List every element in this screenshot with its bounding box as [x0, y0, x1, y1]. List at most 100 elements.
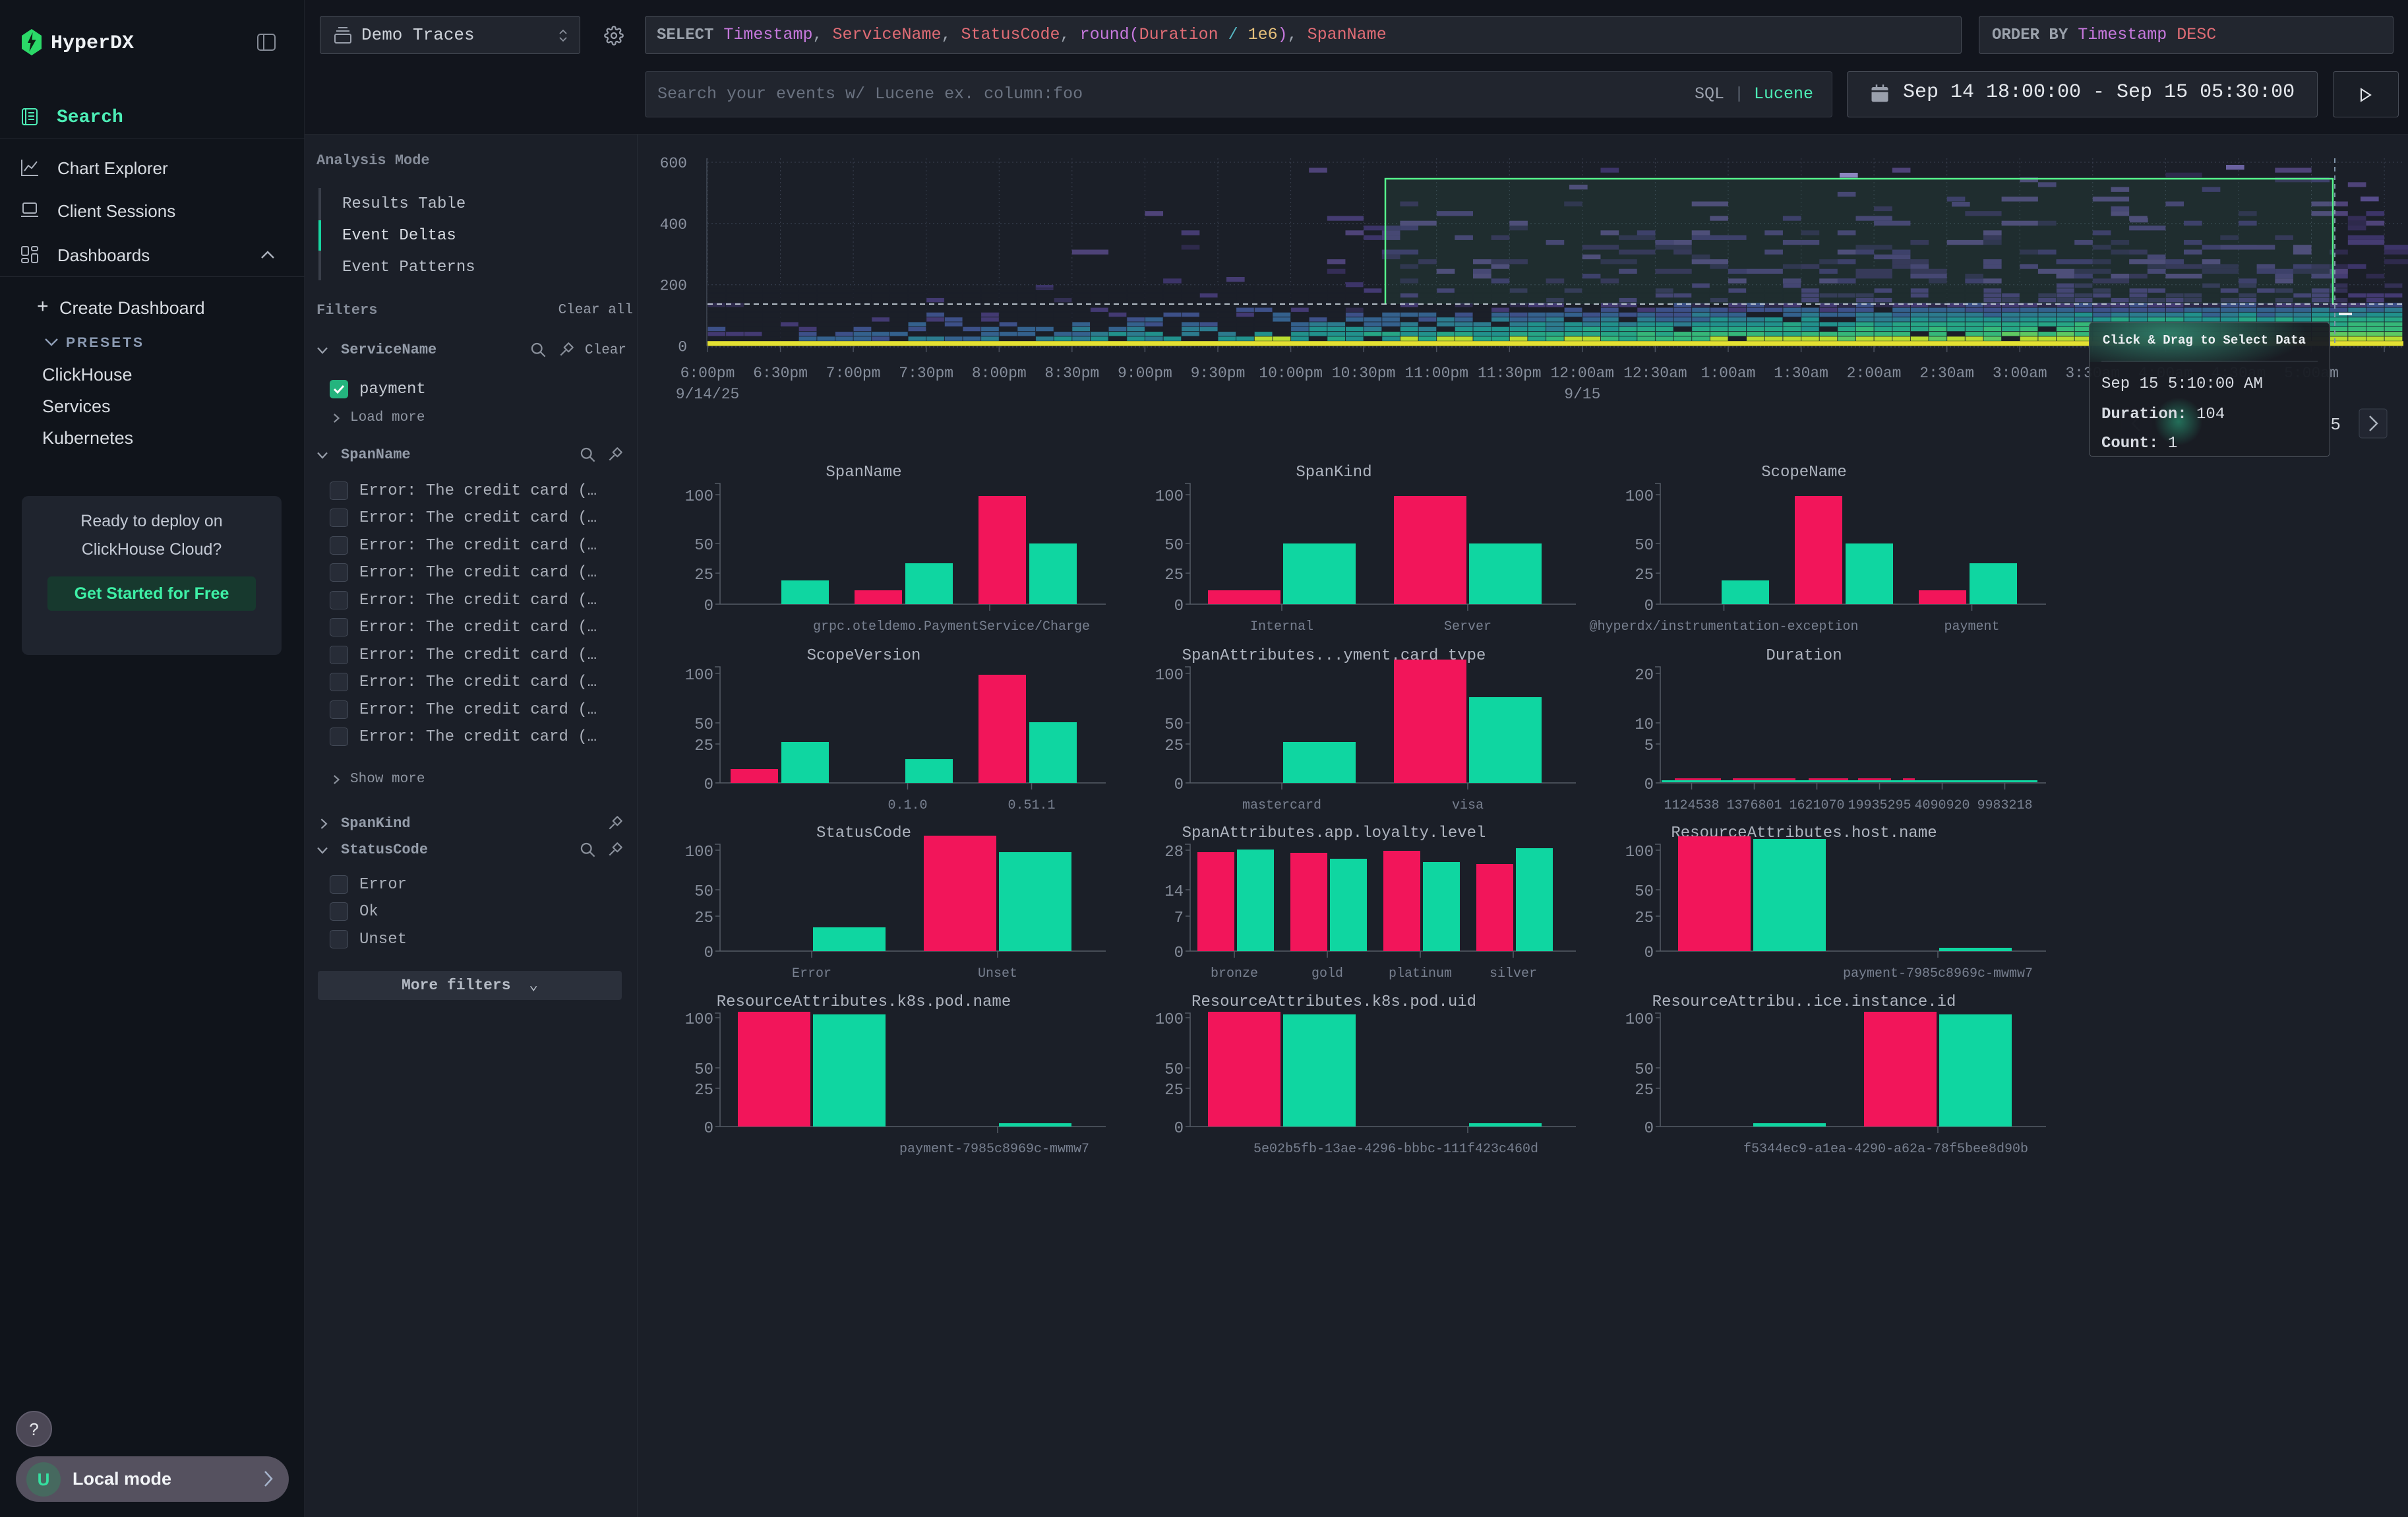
svg-text:9:00pm: 9:00pm: [1118, 365, 1172, 382]
svg-text:9983218: 9983218: [1977, 798, 2032, 813]
svg-text:25: 25: [694, 1082, 713, 1099]
svg-text:payment: payment: [1944, 619, 1999, 635]
svg-text:Unset: Unset: [978, 966, 1017, 981]
svg-text:25: 25: [1164, 737, 1184, 755]
svg-text:1124538: 1124538: [1664, 798, 1719, 813]
svg-text:0: 0: [704, 944, 713, 962]
svg-text:20: 20: [1635, 667, 1654, 685]
svg-text:50: 50: [1635, 883, 1654, 901]
svg-text:6:00pm: 6:00pm: [680, 365, 735, 382]
svg-text:100: 100: [1155, 1011, 1184, 1029]
svg-text:@hyperdx/instrumentation-excep: @hyperdx/instrumentation-exception: [1589, 619, 1858, 635]
svg-text:0: 0: [1174, 598, 1184, 615]
svg-text:25: 25: [1164, 1082, 1184, 1099]
svg-text:payment-7985c8969c-mwmw7: payment-7985c8969c-mwmw7: [1843, 966, 2033, 981]
svg-text:0: 0: [678, 339, 687, 356]
svg-text:2:00am: 2:00am: [1847, 365, 1902, 382]
svg-text:SpanAttributes.app.loyalty.lev: SpanAttributes.app.loyalty.level: [1182, 824, 1486, 842]
svg-text:SpanName: SpanName: [826, 464, 901, 481]
svg-text:28: 28: [1164, 844, 1184, 861]
svg-text:11:30pm: 11:30pm: [1478, 365, 1542, 382]
svg-text:25: 25: [1164, 567, 1184, 584]
svg-text:50: 50: [694, 716, 713, 734]
svg-text:25: 25: [1635, 910, 1654, 927]
svg-text:12:00am: 12:00am: [1550, 365, 1614, 382]
svg-text:25: 25: [1635, 1082, 1654, 1099]
svg-text:7: 7: [1174, 910, 1184, 927]
svg-text:25: 25: [694, 567, 713, 584]
svg-text:payment-7985c8969c-mwmw7: payment-7985c8969c-mwmw7: [899, 1142, 1089, 1157]
svg-text:10:30pm: 10:30pm: [1332, 365, 1396, 382]
svg-text:ResourceAttributes.k8s.pod.nam: ResourceAttributes.k8s.pod.name: [717, 993, 1011, 1011]
svg-text:600: 600: [660, 155, 687, 172]
svg-text:5: 5: [1644, 737, 1654, 755]
svg-text:0: 0: [1644, 598, 1654, 615]
svg-text:200: 200: [660, 278, 687, 295]
svg-text:10: 10: [1635, 716, 1654, 734]
svg-text:11:00pm: 11:00pm: [1404, 365, 1468, 382]
svg-text:StatusCode: StatusCode: [816, 824, 911, 842]
svg-text:5: 5: [2330, 415, 2341, 435]
svg-text:visa: visa: [1452, 798, 1484, 813]
svg-text:100: 100: [685, 667, 713, 685]
svg-text:Error: Error: [792, 966, 831, 981]
svg-text:50: 50: [694, 883, 713, 901]
svg-text:Duration: Duration: [1766, 647, 1842, 665]
svg-text:3:00am: 3:00am: [1993, 365, 2047, 382]
svg-text:100: 100: [685, 488, 713, 506]
svg-text:50: 50: [694, 1061, 713, 1079]
svg-text:400: 400: [660, 216, 687, 233]
svg-text:Internal: Internal: [1250, 619, 1313, 635]
svg-text:100: 100: [1625, 488, 1654, 506]
svg-text:0: 0: [704, 1120, 713, 1138]
svg-text:0: 0: [704, 776, 713, 794]
svg-text:7:00pm: 7:00pm: [826, 365, 881, 382]
svg-text:silver: silver: [1490, 966, 1537, 981]
svg-text:8:30pm: 8:30pm: [1044, 365, 1099, 382]
svg-text:6:30pm: 6:30pm: [753, 365, 808, 382]
svg-text:100: 100: [1155, 488, 1184, 506]
svg-text:ResourceAttributes.k8s.pod.uid: ResourceAttributes.k8s.pod.uid: [1191, 993, 1476, 1011]
svg-text:ScopeName: ScopeName: [1761, 464, 1847, 481]
svg-text:7:30pm: 7:30pm: [899, 365, 953, 382]
svg-text:5e02b5fb-13ae-4296-bbbc-111f42: 5e02b5fb-13ae-4296-bbbc-111f423c460d: [1253, 1142, 1538, 1157]
svg-text:f5344ec9-a1ea-4290-a62a-78f5be: f5344ec9-a1ea-4290-a62a-78f5bee8d90b: [1743, 1142, 2028, 1157]
svg-text:50: 50: [1635, 1061, 1654, 1079]
svg-text:SpanKind: SpanKind: [1296, 464, 1371, 481]
svg-text:platinum: platinum: [1389, 966, 1452, 981]
svg-text:100: 100: [1625, 1011, 1654, 1029]
svg-text:100: 100: [685, 1011, 713, 1029]
svg-text:0: 0: [1644, 776, 1654, 794]
svg-text:25: 25: [1635, 567, 1654, 584]
svg-text:Server: Server: [1444, 619, 1491, 635]
svg-text:100: 100: [1155, 667, 1184, 685]
svg-text:50: 50: [1635, 537, 1654, 555]
svg-text:9/14/25: 9/14/25: [676, 386, 740, 403]
svg-text:50: 50: [694, 537, 713, 555]
svg-text:gold: gold: [1311, 966, 1343, 981]
svg-text:19935295: 19935295: [1848, 798, 1911, 813]
svg-text:50: 50: [1164, 716, 1184, 734]
svg-text:bronze: bronze: [1211, 966, 1258, 981]
svg-text:0.1.0: 0.1.0: [888, 798, 927, 813]
svg-text:8:00pm: 8:00pm: [972, 365, 1027, 382]
svg-text:1:00am: 1:00am: [1701, 365, 1756, 382]
svg-text:100: 100: [685, 844, 713, 861]
svg-text:50: 50: [1164, 537, 1184, 555]
svg-text:mastercard: mastercard: [1242, 798, 1321, 813]
svg-text:9:30pm: 9:30pm: [1191, 365, 1246, 382]
svg-text:4090920: 4090920: [1914, 798, 1970, 813]
svg-text:10:00pm: 10:00pm: [1259, 365, 1323, 382]
svg-text:ResourceAttribu..ice.instance.: ResourceAttribu..ice.instance.id: [1652, 993, 1956, 1011]
svg-text:0.51.1: 0.51.1: [1008, 798, 1055, 813]
svg-text:50: 50: [1164, 1061, 1184, 1079]
svg-text:1:30am: 1:30am: [1774, 365, 1828, 382]
svg-text:0: 0: [1644, 1120, 1654, 1138]
svg-text:1621070: 1621070: [1789, 798, 1844, 813]
svg-text:12:30am: 12:30am: [1623, 365, 1687, 382]
svg-text:0: 0: [1174, 1120, 1184, 1138]
svg-text:1376801: 1376801: [1726, 798, 1782, 813]
svg-text:2:30am: 2:30am: [1919, 365, 1974, 382]
svg-text:0: 0: [704, 598, 713, 615]
svg-text:9/15: 9/15: [1564, 386, 1600, 403]
